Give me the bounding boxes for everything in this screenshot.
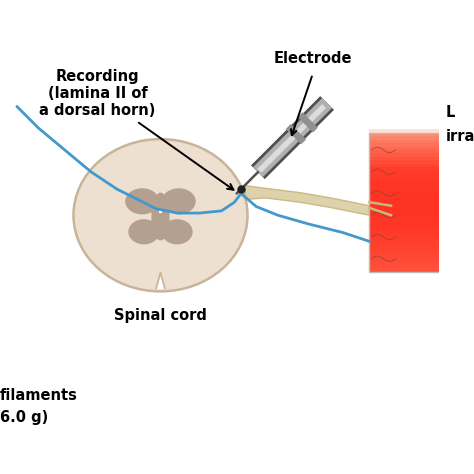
Bar (369, 178, 456, 182)
Text: 6.0 g): 6.0 g) (0, 410, 48, 425)
Bar (369, 164, 456, 167)
Bar (369, 206, 456, 209)
Bar (369, 261, 456, 265)
Bar (369, 182, 456, 185)
Ellipse shape (161, 219, 193, 245)
Bar (369, 192, 456, 195)
Bar (369, 213, 456, 216)
Bar (369, 199, 456, 202)
Bar (369, 160, 456, 164)
Bar (369, 240, 456, 244)
Bar (369, 157, 456, 164)
Text: Electrode: Electrode (273, 51, 352, 66)
Bar (369, 230, 456, 234)
Bar (369, 209, 456, 213)
Bar (369, 216, 456, 219)
Bar (369, 219, 456, 223)
Bar (369, 185, 456, 188)
Bar (369, 129, 456, 136)
Bar (369, 167, 456, 171)
Bar (369, 154, 456, 160)
Text: irra: irra (446, 129, 474, 145)
Bar (369, 139, 456, 143)
Polygon shape (155, 272, 166, 289)
Polygon shape (246, 186, 369, 215)
Bar (369, 133, 456, 272)
Bar (369, 268, 456, 272)
Bar (369, 234, 456, 237)
Bar (369, 237, 456, 240)
Bar (369, 143, 456, 146)
Bar (369, 244, 456, 247)
Bar (369, 146, 456, 154)
Ellipse shape (128, 219, 160, 245)
Bar (369, 255, 456, 258)
Bar (369, 160, 456, 167)
Ellipse shape (73, 139, 247, 292)
Bar (369, 136, 456, 139)
Ellipse shape (162, 188, 196, 214)
Text: filaments: filaments (0, 388, 77, 403)
Bar (369, 154, 456, 157)
Bar (369, 143, 456, 150)
Text: L: L (446, 106, 455, 120)
Bar (369, 195, 456, 199)
Bar (369, 150, 456, 154)
Text: Recording
(lamina II of
a dorsal horn): Recording (lamina II of a dorsal horn) (39, 69, 234, 190)
Bar (369, 146, 456, 150)
Bar (369, 251, 456, 255)
Bar (369, 133, 456, 139)
Bar (369, 174, 456, 178)
Bar (369, 202, 456, 206)
Bar (369, 171, 456, 174)
Bar (369, 227, 456, 230)
Bar (369, 133, 456, 136)
Bar (369, 258, 456, 261)
Bar (369, 136, 456, 143)
Ellipse shape (151, 192, 170, 240)
Bar (369, 247, 456, 251)
Bar (369, 265, 456, 268)
Bar (369, 150, 456, 157)
Text: Spinal cord: Spinal cord (114, 308, 207, 323)
Ellipse shape (125, 188, 159, 214)
Ellipse shape (158, 210, 163, 214)
Bar (369, 157, 456, 160)
Bar (369, 188, 456, 192)
Bar (369, 139, 456, 146)
Bar (369, 223, 456, 227)
